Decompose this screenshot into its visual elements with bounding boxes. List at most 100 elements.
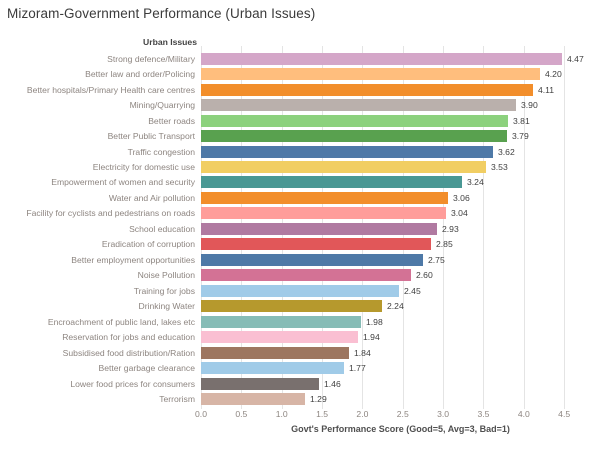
value-label: 2.45 [404,285,421,296]
gridline-3.5 [483,46,485,409]
value-label: 3.24 [467,177,484,188]
value-label: 1.46 [324,378,341,389]
value-label: 1.94 [363,332,380,343]
bar [201,161,486,174]
category-label: Water and Air pollution [108,192,195,203]
value-label: 3.79 [512,131,529,142]
bar-rows: Strong defence/Military 4.47 Better law an… [0,51,600,407]
bar-row: Better garbage clearance 1.77 [0,360,600,375]
bar [201,52,562,65]
bar [201,331,358,344]
value-label: 3.04 [451,208,468,219]
bar-row: School education 2.93 [0,221,600,236]
bar-row: Encroachment of public land, lakes etc 1.… [0,314,600,329]
value-label: 1.29 [310,394,327,405]
value-label: 2.85 [436,239,453,250]
bar [201,362,344,375]
bar-row: Facility for cyclists and pedestrians on… [0,206,600,221]
x-tick-label-3.5: 3.5 [477,409,490,419]
category-label: Electricity for domestic use [92,162,195,173]
chart-title: Mizoram-Government Performance (Urban Is… [7,6,316,21]
x-axis-title: Govt's Performance Score (Good=5, Avg=3,… [291,424,510,434]
category-label: School education [129,223,195,234]
bar-row: Better Public Transport 3.79 [0,128,600,143]
value-label: 2.75 [428,254,445,265]
x-tick-label-4.5: 4.5 [558,409,571,419]
bar [201,346,349,359]
x-tick-label-2.5: 2.5 [396,409,409,419]
bar [201,99,516,112]
value-label: 1.84 [354,347,371,358]
bar [201,315,361,328]
bar-row: Empowerment of women and security 3.24 [0,175,600,190]
category-label: Traffic congestion [127,146,195,157]
x-tick-label-0.5: 0.5 [235,409,248,419]
bar [201,68,540,81]
value-label: 2.24 [387,301,404,312]
gridline-4.5 [564,46,566,409]
value-label: 3.06 [453,192,470,203]
category-label: Better employment opportunities [71,254,195,265]
gridline-3.0 [443,46,445,409]
category-label: Mining/Quarrying [129,100,195,111]
bar [201,130,507,143]
bar [201,83,533,96]
bar [201,284,399,297]
value-label: 1.98 [366,316,383,327]
bar-row: Eradication of corruption 2.85 [0,237,600,252]
bar [201,114,508,127]
bar-row: Mining/Quarrying 3.90 [0,97,600,112]
x-tick-label-2.0: 2.0 [356,409,369,419]
category-label: Training for jobs [133,285,195,296]
bar-row: Training for jobs 2.45 [0,283,600,298]
category-label: Lower food prices for consumers [70,378,195,389]
bar [201,377,319,390]
value-label: 1.77 [349,363,366,374]
bar-row: Subsidised food distribution/Ration 1.84 [0,345,600,360]
column-header-urban-issues: Urban Issues [143,37,197,47]
bar [201,238,431,251]
category-label: Better Public Transport [107,131,195,142]
category-label: Better roads [148,115,195,126]
bar-row: Drinking Water 2.24 [0,299,600,314]
bar-row: Traffic congestion 3.62 [0,144,600,159]
bar-row: Reservation for jobs and education 1.94 [0,329,600,344]
category-label: Terrorism [159,394,195,405]
x-tick-label-1.0: 1.0 [275,409,288,419]
bar-row: Better law and order/Policing 4.20 [0,66,600,81]
bar [201,176,462,189]
category-label: Strong defence/Military [107,53,195,64]
bar [201,269,411,282]
value-label: 3.53 [491,162,508,173]
bar-row: Electricity for domestic use 3.53 [0,159,600,174]
bar [201,253,423,266]
x-tick-label-0.0: 0.0 [195,409,207,419]
bar-row: Better hospitals/Primary Health care cen… [0,82,600,97]
bar [201,207,446,220]
bar-row: Noise Pollution 2.60 [0,268,600,283]
bar [201,393,305,406]
bar [201,222,437,235]
x-tick-label-3.0: 3.0 [437,409,450,419]
value-label: 3.62 [498,146,515,157]
category-label: Subsidised food distribution/Ration [62,347,195,358]
x-tick-label-4.0: 4.0 [517,409,530,419]
value-label: 3.90 [521,100,538,111]
bar-row: Better roads 3.81 [0,113,600,128]
bar-row: Terrorism 1.29 [0,391,600,406]
category-label: Empowerment of women and security [51,177,195,188]
bar [201,191,448,204]
gridline-4.0 [523,46,525,409]
value-label: 3.81 [513,115,530,126]
category-label: Drinking Water [138,301,195,312]
value-label: 2.60 [416,270,433,281]
bar [201,145,493,158]
value-label: 4.20 [545,69,562,80]
category-label: Noise Pollution [137,270,195,281]
bar [201,300,382,313]
category-label: Better garbage clearance [98,363,195,374]
bar-row: Lower food prices for consumers 1.46 [0,376,600,391]
category-label: Encroachment of public land, lakes etc [47,316,195,327]
category-label: Eradication of corruption [101,239,195,250]
